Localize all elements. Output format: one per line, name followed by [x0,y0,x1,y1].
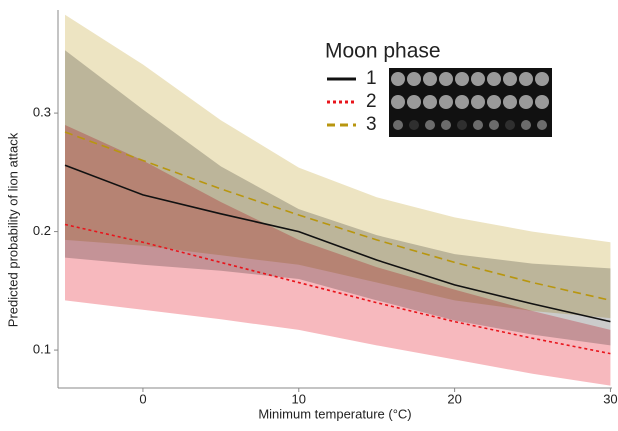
moon-icon [409,120,419,130]
legend-title: Moon phase [325,40,441,63]
moon-icon [393,120,403,130]
moon-icon [505,120,515,130]
y-tick-label: 0.3 [33,105,51,120]
moon-icon [537,120,547,130]
confidence-band [65,50,611,346]
moon-icon [503,72,517,86]
legend-label: 2 [366,91,377,112]
series-line [64,164,611,323]
moon-icon [487,72,501,86]
y-tick-label: 0.1 [33,342,51,357]
x-tick-label: 10 [292,391,306,406]
moon-icon [391,95,405,109]
moon-icon [535,72,549,86]
moon-icon [391,72,405,86]
confidence-band [65,124,611,386]
moon-icon [425,120,435,130]
legend-label: 1 [366,68,377,89]
moon-icon [423,72,437,86]
moon-icon [439,72,453,86]
moon-icon [455,72,469,86]
moon-icon [473,120,483,130]
x-axis-title: Minimum temperature (°C) [258,406,411,421]
moon-icon [423,95,437,109]
moon-icon [503,95,517,109]
legend-label: 3 [366,114,377,135]
moon-icon [439,95,453,109]
moon-icon [471,95,485,109]
moon-icon [407,95,421,109]
moon-icon [489,120,499,130]
moon-icon [535,95,549,109]
moon-icon [407,72,421,86]
moon-icon [519,72,533,86]
moon-icon [487,95,501,109]
moon-icon [441,120,451,130]
moon-icon [519,95,533,109]
moon-icon [457,120,467,130]
series-line [64,131,611,302]
x-tick-label: 20 [447,391,461,406]
y-axis-title: Predicted probability of lion attack [5,132,20,327]
y-tick-label: 0.2 [33,223,51,238]
moon-icon [521,120,531,130]
x-tick-label: 0 [139,391,146,406]
moon-icon [455,95,469,109]
x-tick-label: 30 [603,391,617,406]
moon-icon [471,72,485,86]
